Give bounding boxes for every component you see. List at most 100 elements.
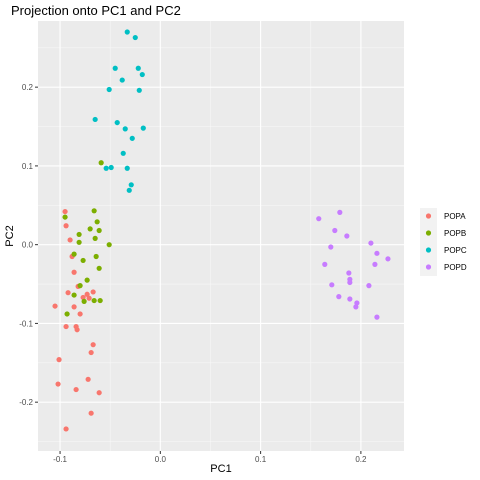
point-popb <box>93 253 99 260</box>
point-popb <box>97 297 103 304</box>
legend-label-popa: POPA <box>444 212 466 221</box>
point-popb <box>71 292 77 298</box>
point-popd <box>385 256 391 262</box>
point-popa <box>71 304 77 310</box>
x-tick-label: 0.1 <box>255 455 267 464</box>
major-gridlines <box>38 21 404 451</box>
point-popb <box>94 219 100 225</box>
point-popc <box>139 71 145 78</box>
point-popc <box>132 34 138 41</box>
point-popb <box>76 231 82 238</box>
point-popa <box>71 269 77 275</box>
point-popa <box>77 311 83 317</box>
legend-label-popb: POPB <box>444 229 466 238</box>
point-popa <box>55 381 61 387</box>
legend-symbol-popb <box>425 230 432 236</box>
plot-panel <box>38 21 404 451</box>
point-popd <box>353 304 359 310</box>
point-popd <box>374 250 380 256</box>
legend-label-popc: POPC <box>444 246 467 255</box>
point-popa <box>90 342 96 348</box>
point-popd <box>354 300 360 306</box>
point-popd <box>329 282 335 288</box>
legend: POPA POPB POPC POPD <box>420 208 467 276</box>
point-popc <box>112 65 118 71</box>
point-popa <box>74 327 80 333</box>
point-popb <box>91 297 97 304</box>
point-popb <box>92 235 98 241</box>
point-popa <box>73 386 79 393</box>
point-popa <box>80 294 86 301</box>
x-tick-label: -0.1 <box>53 455 67 464</box>
point-popa <box>67 237 73 243</box>
point-popa <box>65 290 71 296</box>
point-popc <box>136 87 142 93</box>
point-popd <box>332 227 338 234</box>
y-tick-label: -0.2 <box>19 398 33 407</box>
point-popb <box>87 226 93 232</box>
point-popb <box>106 242 112 248</box>
x-axis: -0.1 0.0 0.1 0.2 <box>53 451 367 464</box>
point-popb <box>91 208 97 214</box>
point-popd <box>337 209 343 215</box>
point-popb <box>96 265 102 271</box>
point-popb <box>64 311 70 317</box>
point-popd <box>346 270 352 276</box>
point-popb <box>98 160 104 166</box>
point-popc <box>119 77 125 83</box>
point-popa <box>84 291 90 297</box>
point-popc <box>128 182 134 188</box>
point-popa <box>63 223 69 229</box>
point-popc <box>114 119 120 126</box>
point-popa <box>63 323 69 330</box>
y-tick-label: 0.2 <box>22 83 34 92</box>
point-popc <box>124 165 130 171</box>
point-popd <box>316 216 322 222</box>
point-popc <box>120 150 126 156</box>
minor-gridlines <box>38 21 404 451</box>
point-popc <box>122 126 128 132</box>
legend-symbol-popd <box>425 264 432 270</box>
point-popd <box>374 314 380 320</box>
y-axis-title: PC2 <box>4 225 16 246</box>
point-popc <box>126 187 132 193</box>
point-popa <box>88 349 94 356</box>
point-popd <box>347 279 353 286</box>
point-popb <box>84 277 90 283</box>
chart-title: Projection onto PC1 and PC2 <box>11 3 181 18</box>
point-popc <box>108 164 114 171</box>
point-popd <box>372 261 378 267</box>
point-popb <box>96 227 102 234</box>
point-popc <box>92 116 98 123</box>
point-popa <box>90 289 96 295</box>
point-popa <box>52 303 58 309</box>
point-popb <box>80 257 86 264</box>
legend-symbol-popc <box>425 247 432 253</box>
point-popa <box>86 295 92 301</box>
point-popd <box>322 261 328 267</box>
point-popd <box>336 294 342 300</box>
point-popb <box>71 251 77 257</box>
point-popa <box>88 410 94 416</box>
point-popd <box>366 283 372 289</box>
data-points <box>52 29 391 432</box>
point-popb <box>76 239 82 245</box>
y-axis: -0.2 -0.1 0.0 0.1 0.2 <box>19 83 38 407</box>
point-popc <box>103 165 109 171</box>
point-popa <box>56 357 62 363</box>
y-tick-label: 0.1 <box>22 162 34 171</box>
x-tick-label: 0.2 <box>355 455 367 464</box>
legend-label-popd: POPD <box>444 263 467 272</box>
point-popc <box>129 135 135 141</box>
point-popd <box>344 233 350 239</box>
y-tick-label: 0.0 <box>22 241 34 250</box>
point-popb <box>62 214 68 220</box>
legend-symbol-popa <box>425 213 432 219</box>
point-popa <box>85 376 91 382</box>
x-axis-title: PC1 <box>210 463 231 475</box>
point-popa <box>62 208 68 215</box>
point-popc <box>106 86 112 93</box>
point-popd <box>368 240 374 246</box>
point-popb <box>81 298 87 304</box>
